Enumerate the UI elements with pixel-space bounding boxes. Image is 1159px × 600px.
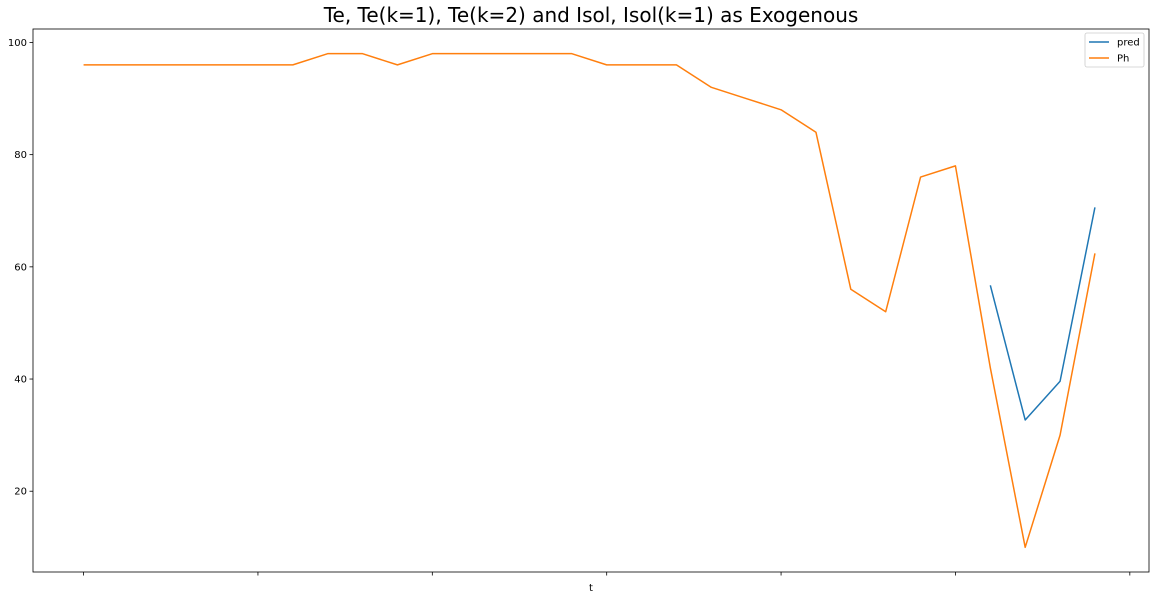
- y-axis: 20 40 60 80 100: [8, 38, 33, 498]
- y-tick-label: 100: [8, 38, 27, 49]
- x-axis: [83, 572, 1131, 576]
- legend-label-pred: pred: [1117, 38, 1140, 49]
- plot-background: [33, 29, 1149, 572]
- series-line-pred: [989, 207, 1096, 421]
- plot-area: [32, 28, 1150, 573]
- y-tick-label: 80: [14, 150, 27, 161]
- chart-title: Te, Te(k=1), Te(k=2) and Isol, Isol(k=1)…: [323, 3, 859, 27]
- y-tick-label: 20: [14, 487, 27, 498]
- x-axis-label: t: [589, 583, 593, 594]
- legend-label-ph: Ph: [1117, 54, 1129, 65]
- plot-frame: [32, 28, 1150, 573]
- series-line-ph: [83, 52, 1096, 549]
- y-tick-label: 60: [14, 262, 27, 273]
- y-tick-label: 40: [14, 375, 27, 386]
- legend: pred Ph: [1084, 32, 1145, 68]
